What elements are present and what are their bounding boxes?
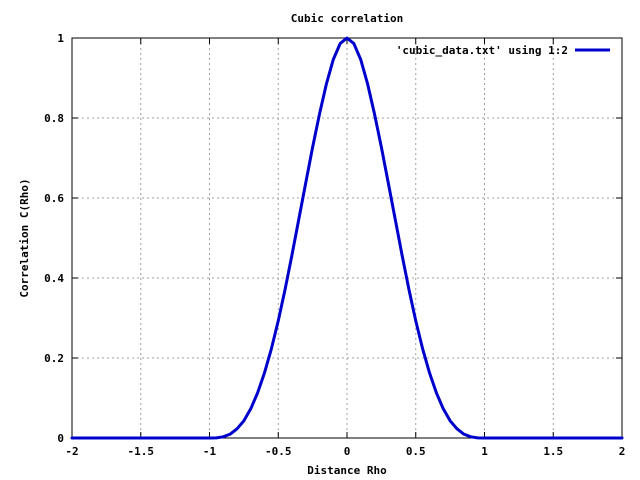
x-tick-label: -1.5 [128, 445, 155, 458]
x-tick-label: -0.5 [265, 445, 292, 458]
x-tick-label: 1 [481, 445, 488, 458]
y-tick-label: 1 [57, 32, 64, 45]
y-tick-label: 0.4 [44, 272, 64, 285]
chart-title: Cubic correlation [291, 12, 404, 25]
x-tick-label: 2 [619, 445, 626, 458]
x-tick-label: 0 [344, 445, 351, 458]
x-tick-labels: -2 -1.5 -1 -0.5 0 0.5 1 1.5 2 [65, 445, 625, 458]
legend: 'cubic_data.txt' using 1:2 [396, 44, 610, 57]
series-layer [70, 36, 624, 440]
y-axis-label: Correlation C(Rho) [18, 178, 31, 297]
y-tick-label: 0.6 [44, 192, 64, 205]
x-tick-label: -1 [203, 445, 217, 458]
x-tick-label: -2 [65, 445, 78, 458]
y-tick-label: 0 [57, 432, 64, 445]
x-axis-label: Distance Rho [307, 464, 387, 477]
x-tick-label: 1.5 [543, 445, 563, 458]
y-tick-labels: 0 0.2 0.4 0.6 0.8 1 [44, 32, 64, 445]
legend-label: 'cubic_data.txt' using 1:2 [396, 44, 568, 57]
x-tick-label: 0.5 [406, 445, 426, 458]
y-tick-label: 0.8 [44, 112, 64, 125]
y-tick-label: 0.2 [44, 352, 64, 365]
series-line [70, 36, 624, 440]
grid [72, 38, 622, 438]
